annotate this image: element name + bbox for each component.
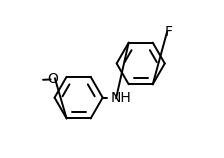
Text: O: O — [47, 72, 58, 86]
Text: NH: NH — [110, 91, 131, 105]
Text: F: F — [165, 25, 173, 40]
